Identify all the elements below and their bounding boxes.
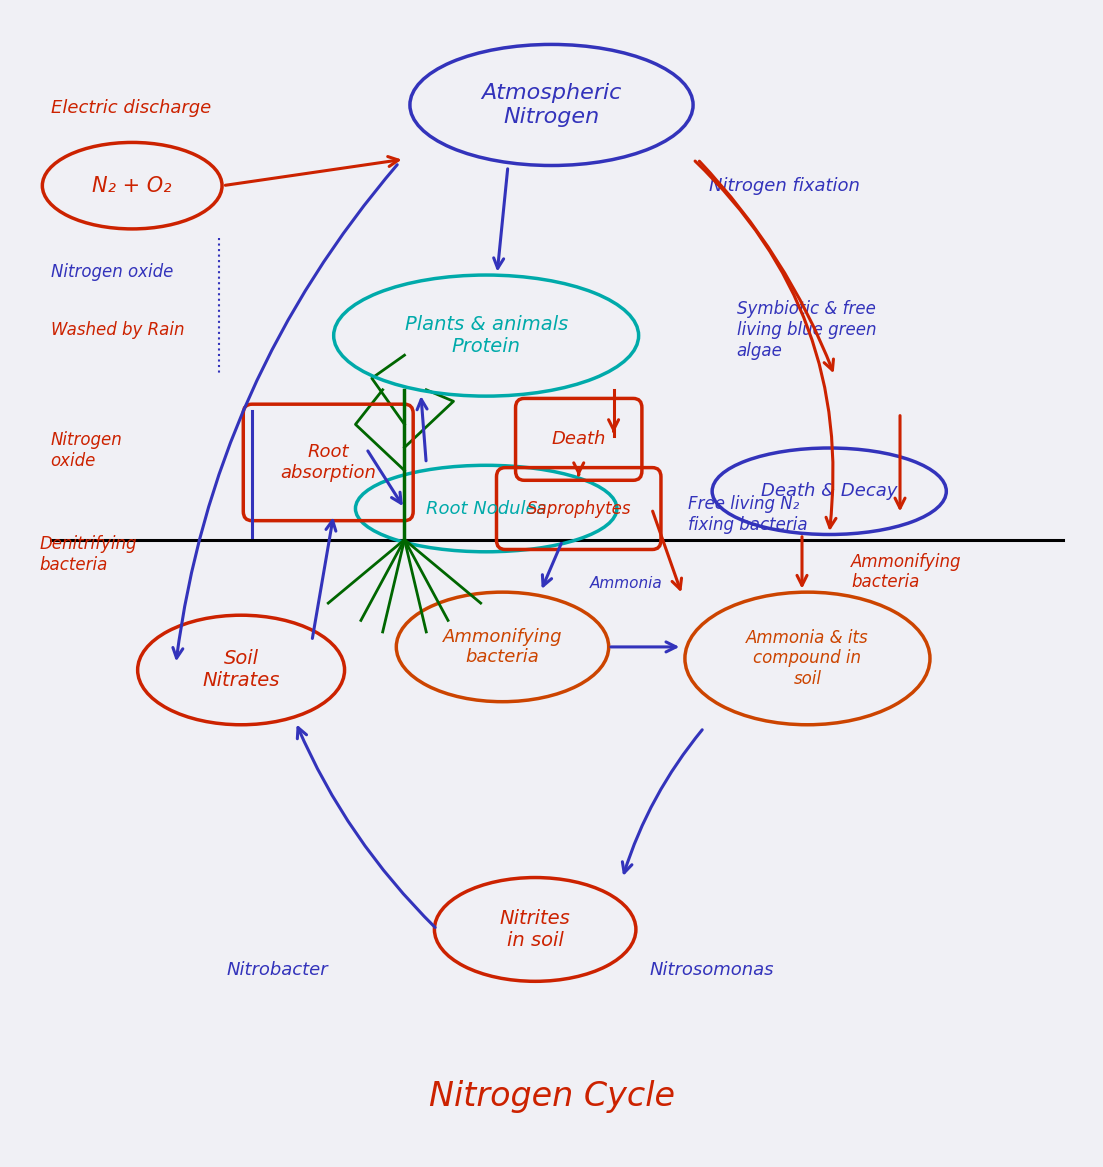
Text: Nitrogen fixation: Nitrogen fixation [709, 176, 860, 195]
Text: Root
absorption: Root absorption [280, 443, 376, 482]
Text: Denitrifying
bacteria: Denitrifying bacteria [40, 536, 137, 574]
Text: Washed by Rain: Washed by Rain [51, 321, 184, 338]
Text: Plants & animals
Protein: Plants & animals Protein [405, 315, 568, 356]
Text: Symbiotic & free
living blue green
algae: Symbiotic & free living blue green algae [737, 300, 876, 359]
Text: Nitrogen oxide: Nitrogen oxide [51, 264, 173, 281]
Text: Ammonia & its
compound in
soil: Ammonia & its compound in soil [746, 629, 869, 689]
Text: Soil
Nitrates: Soil Nitrates [203, 650, 280, 691]
Text: Nitrogen Cycle: Nitrogen Cycle [428, 1081, 675, 1113]
Text: Free living N₂
fixing bacteria: Free living N₂ fixing bacteria [687, 495, 807, 533]
Text: Ammonifying
bacteria: Ammonifying bacteria [852, 552, 962, 592]
Text: Nitrobacter: Nitrobacter [226, 960, 329, 979]
Text: Nitrosomonas: Nitrosomonas [650, 960, 774, 979]
Text: Ammonifying
bacteria: Ammonifying bacteria [442, 628, 563, 666]
Text: N₂ + O₂: N₂ + O₂ [93, 176, 172, 196]
Text: Saprophytes: Saprophytes [526, 499, 631, 517]
Text: Nitrogen
oxide: Nitrogen oxide [51, 432, 122, 470]
Text: Death & Decay: Death & Decay [761, 482, 898, 501]
Text: Root Nodules: Root Nodules [426, 499, 546, 517]
Text: Atmospheric
Nitrogen: Atmospheric Nitrogen [481, 83, 622, 126]
Text: Death: Death [552, 431, 606, 448]
Text: Nitrites
in soil: Nitrites in soil [500, 909, 570, 950]
Text: Ammonia: Ammonia [590, 576, 663, 591]
Text: Electric discharge: Electric discharge [51, 99, 211, 118]
